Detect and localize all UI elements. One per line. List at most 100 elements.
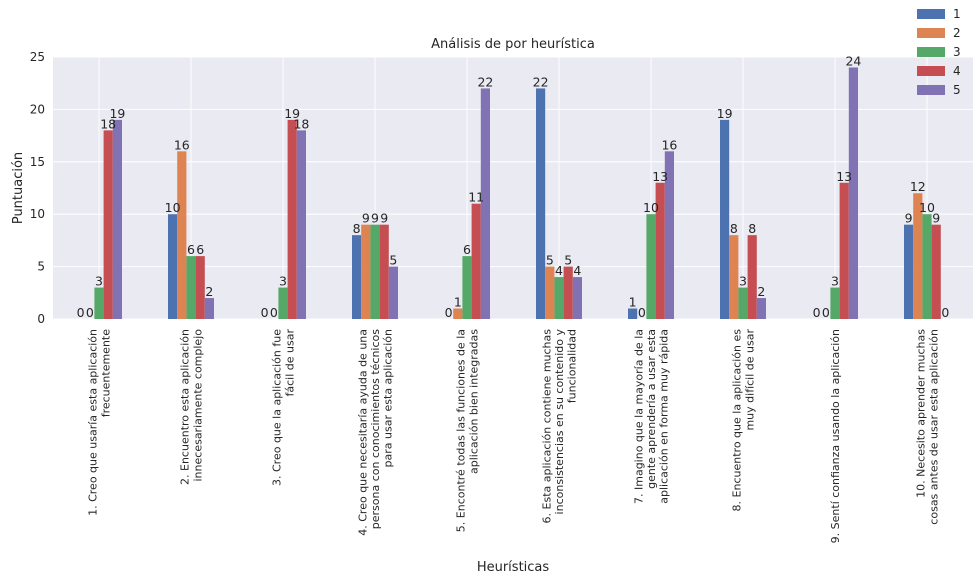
bar (628, 308, 638, 319)
x-tick-label: 5. Encontré todas las funciones de laapl… (455, 329, 481, 532)
bar-value-label: 0 (638, 305, 646, 320)
bar-value-label: 2 (205, 284, 213, 299)
bar (536, 88, 546, 319)
bar (563, 266, 573, 319)
bar (922, 214, 932, 319)
bar-value-label: 9 (905, 211, 913, 226)
x-tick-label-line: 2. Encuentro esta aplicación (179, 329, 192, 485)
legend-label: 5 (953, 83, 961, 97)
y-axis-label: Puntuación (11, 152, 26, 224)
x-tick-label-line: 5. Encontré todas las funciones de la (455, 329, 468, 532)
x-tick-label-line: inconsistencias en su contenido y (553, 329, 566, 515)
legend-swatch (917, 47, 945, 57)
bar-value-label: 8 (353, 221, 361, 236)
x-tick-label: 10. Necesito aprender muchascosas antes … (915, 329, 941, 525)
bar-value-label: 0 (86, 305, 94, 320)
bar-value-label: 0 (261, 305, 269, 320)
x-tick-label-line: gente aprendería a usar esta (645, 329, 658, 489)
bar-value-label: 18 (100, 116, 116, 131)
bar-value-label: 4 (555, 263, 563, 278)
bar (453, 308, 463, 319)
bar (904, 224, 914, 319)
bar-value-label: 6 (196, 242, 204, 257)
bar-value-label: 13 (836, 169, 852, 184)
bar-value-label: 3 (831, 274, 839, 289)
bar (664, 151, 674, 319)
bar-value-label: 18 (293, 116, 309, 131)
bar (839, 182, 849, 319)
y-tick-label: 25 (30, 50, 45, 64)
bar (103, 130, 113, 319)
bar (361, 224, 371, 319)
x-tick-label-line: 9. Sentí confianza usando la aplicación (829, 329, 842, 543)
bar (352, 235, 362, 319)
bar-value-label: 11 (468, 190, 484, 205)
bar-value-label: 0 (822, 305, 830, 320)
bar-value-label: 0 (77, 305, 85, 320)
bar-value-label: 1 (454, 295, 462, 310)
bar-value-label: 10 (919, 200, 935, 215)
x-tick-label: 6. Esta aplicación contiene muchasincons… (541, 329, 579, 524)
x-tick-label-line: frecuentemente (99, 329, 112, 418)
bar-value-label: 0 (270, 305, 278, 320)
x-tick-label: 1. Creo que usaría esta aplicaciónfrecue… (87, 329, 113, 516)
x-axis-label: Heurísticas (477, 560, 550, 575)
bar-value-label: 12 (910, 179, 926, 194)
legend-swatch (917, 9, 945, 19)
bar (462, 256, 472, 319)
bar (177, 151, 187, 319)
bar (94, 287, 104, 319)
bar-value-label: 3 (95, 274, 103, 289)
bar-value-label: 16 (174, 137, 190, 152)
bar (747, 235, 757, 319)
legend-swatch (917, 66, 945, 76)
bar-value-label: 16 (661, 137, 677, 152)
x-tick-label-line: persona con conocimientos técnicos (369, 329, 382, 529)
legend-label: 2 (953, 26, 961, 40)
bar (554, 277, 564, 319)
bar (195, 256, 205, 319)
bar-value-label: 9 (362, 211, 370, 226)
x-tick-label-line: aplicación bien integradas (467, 329, 480, 474)
x-tick-label-line: 6. Esta aplicación contiene muchas (541, 329, 554, 524)
bar (729, 235, 739, 319)
bar (370, 224, 380, 319)
bar (572, 277, 582, 319)
bar-value-label: 6 (463, 242, 471, 257)
bar (545, 266, 555, 319)
y-tick-label: 10 (30, 207, 45, 221)
bar-value-label: 10 (165, 200, 181, 215)
bar-value-label: 22 (533, 74, 549, 89)
bar-value-label: 1 (629, 295, 637, 310)
bar (720, 119, 730, 319)
x-tick-label: 3. Creo que la aplicación fuefácil de us… (271, 329, 297, 486)
x-tick-label: 2. Encuentro esta aplicacióninnecesariam… (179, 329, 205, 485)
bar (296, 130, 306, 319)
y-tick-label: 15 (30, 155, 45, 169)
bar-value-label: 5 (564, 253, 572, 268)
bar-value-label: 5 (389, 253, 397, 268)
bar (848, 67, 858, 319)
bar-value-label: 0 (941, 305, 949, 320)
y-tick-label: 20 (30, 102, 45, 116)
bar (287, 119, 297, 319)
bar-value-label: 9 (371, 211, 379, 226)
bar (738, 287, 748, 319)
y-tick-labels: 0 5 10 15 20 25 (30, 50, 45, 326)
bar-value-label: 4 (573, 263, 581, 278)
bar-value-label: 2 (757, 284, 765, 299)
bar-value-label: 22 (477, 74, 493, 89)
plot-background (53, 57, 973, 319)
bar-value-label: 24 (845, 53, 861, 68)
bar-value-label: 0 (813, 305, 821, 320)
bar-value-label: 19 (717, 106, 733, 121)
bar-value-label: 9 (380, 211, 388, 226)
bar-value-label: 10 (643, 200, 659, 215)
bar-value-label: 13 (652, 169, 668, 184)
x-tick-labels: 1. Creo que usaría esta aplicaciónfrecue… (87, 329, 941, 544)
x-tick-label-line: 10. Necesito aprender muchas (915, 329, 928, 498)
x-tick-label: 4. Creo que necesitaría ayuda de unapers… (357, 329, 395, 536)
legend-swatch (917, 85, 945, 95)
